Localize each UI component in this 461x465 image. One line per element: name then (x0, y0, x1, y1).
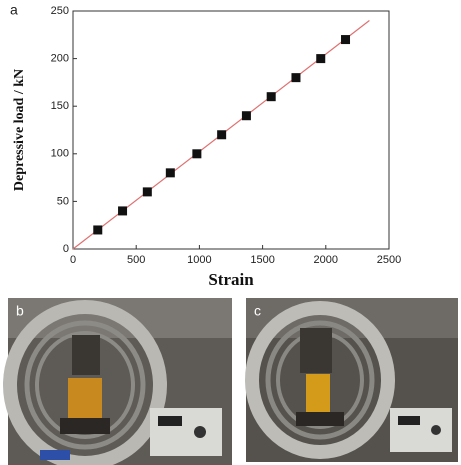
plot-frame (72, 10, 390, 250)
panel-label: a (10, 2, 18, 18)
data-point (316, 54, 326, 64)
data-point (217, 130, 227, 140)
x-tick-label: 1500 (250, 254, 274, 266)
y-tick-label: 200 (51, 53, 69, 65)
x-axis-label: Strain (208, 270, 254, 289)
photo-c: c (245, 298, 458, 462)
data-point (241, 111, 251, 121)
data-point (93, 225, 103, 235)
x-tick-label: 2500 (377, 254, 401, 266)
photo-b: b (3, 298, 232, 465)
y-tick-label: 50 (57, 195, 69, 207)
data-point (118, 206, 128, 216)
photo-label: b (16, 303, 24, 319)
x-tick-label: 0 (70, 254, 76, 266)
data-point (192, 149, 202, 159)
y-tick-label: 250 (51, 5, 69, 17)
data-point (341, 35, 351, 45)
chart: a Strain Depressive load / kN 0 500 1000 15… (10, 2, 401, 289)
data-point (165, 168, 175, 178)
x-tick-label: 500 (127, 254, 145, 266)
y-axis-label: Depressive load / kN (12, 69, 27, 191)
x-tick-label: 2000 (314, 254, 338, 266)
photo-label: c (254, 303, 261, 319)
data-point (266, 92, 276, 102)
y-tick-label: 150 (51, 100, 69, 112)
x-tick-label: 1000 (187, 254, 211, 266)
y-tick-label: 100 (51, 148, 69, 160)
y-tick-label: 0 (63, 243, 69, 255)
data-point (142, 187, 152, 197)
data-point (291, 73, 301, 83)
photos: b c (3, 298, 458, 465)
